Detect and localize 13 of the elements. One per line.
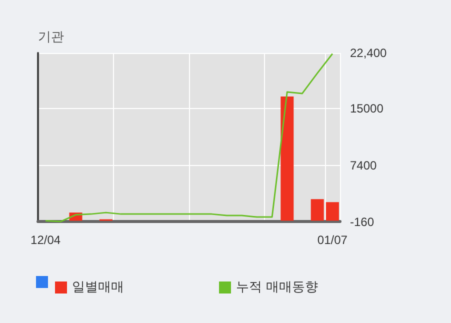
x-tick-label: 12/04 — [30, 233, 61, 247]
line-series — [44, 53, 334, 222]
y-tick-label: 22,400 — [350, 46, 388, 60]
bar — [280, 96, 294, 221]
legend-label: 누적 매매동향 — [236, 280, 318, 295]
y-tick-label: 15000 — [350, 101, 384, 116]
y-tick-label: 7400 — [350, 158, 378, 172]
bar — [310, 199, 324, 221]
legend-label: 일별매매 — [72, 280, 124, 295]
x-tick-label: 01/07 — [317, 233, 348, 247]
bar — [326, 202, 339, 221]
y-tick-label: -160 — [350, 215, 374, 229]
chart-title: 기관 — [38, 30, 64, 45]
